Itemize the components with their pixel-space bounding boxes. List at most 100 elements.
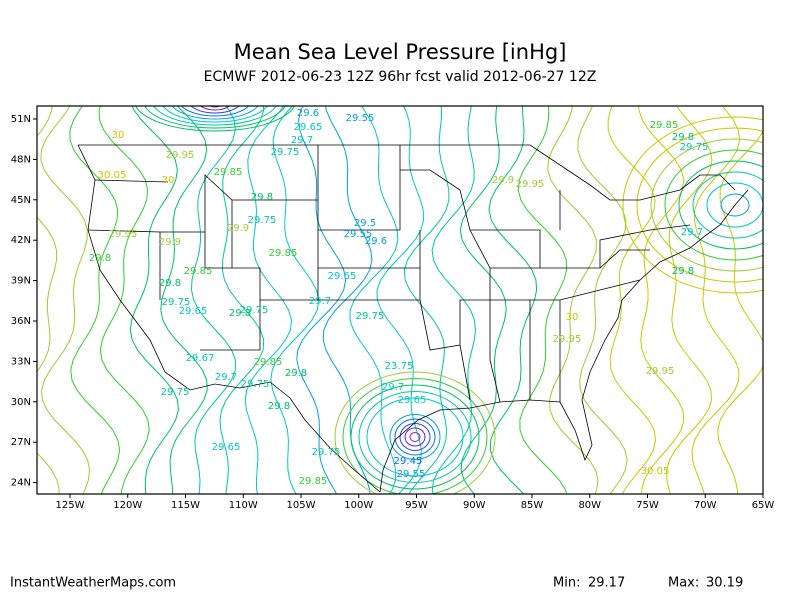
lon-label: 85W bbox=[521, 500, 544, 511]
isobar-label: 29.75 bbox=[161, 387, 190, 398]
title: Mean Sea Level Pressure [inHg] bbox=[234, 40, 567, 64]
isobar bbox=[134, 106, 296, 132]
lat-label: 48N bbox=[11, 154, 31, 165]
isobar bbox=[358, 391, 472, 483]
isobar bbox=[350, 384, 480, 490]
isobar bbox=[334, 371, 496, 494]
max-value: 30.19 bbox=[706, 576, 743, 591]
isobar-label: 29.7 bbox=[382, 382, 404, 393]
isobar bbox=[171, 106, 259, 120]
isobar-label: 29.85 bbox=[254, 357, 283, 368]
isobar bbox=[717, 130, 763, 494]
isobar bbox=[399, 423, 431, 451]
isobar-label: 29.55 bbox=[346, 113, 375, 124]
lat-label: 42N bbox=[11, 235, 31, 246]
lat-label: 45N bbox=[11, 195, 31, 206]
isobar-label: 29.9 bbox=[159, 237, 181, 248]
lat-label: 39N bbox=[11, 276, 31, 287]
isobar bbox=[69, 106, 121, 494]
lon-label: 105W bbox=[287, 500, 316, 511]
isobar bbox=[342, 378, 488, 494]
northern-border bbox=[78, 144, 736, 201]
isobar bbox=[129, 106, 179, 494]
isobar-label: 29.7 bbox=[291, 135, 313, 146]
lon-label: 90W bbox=[463, 500, 486, 511]
subtitle: ECMWF 2012-06-23 12Z 96hr fcst valid 201… bbox=[204, 69, 597, 85]
isobar-label: 29.8 bbox=[251, 192, 273, 203]
lon-label: 125W bbox=[56, 500, 85, 511]
isobar-label: 29.8 bbox=[268, 401, 290, 412]
lat-label: 24N bbox=[11, 478, 31, 489]
isobar-label: 30 bbox=[566, 312, 579, 323]
isobar-label: 29.65 bbox=[179, 306, 208, 317]
lon-label: 95W bbox=[405, 500, 428, 511]
min-label: Min: bbox=[553, 576, 580, 591]
isobar-label: 29.8 bbox=[285, 368, 307, 379]
isobar-label: 29.95 bbox=[516, 179, 545, 190]
isobar-label: 29.55 bbox=[397, 469, 426, 480]
isobar-label: 29.85 bbox=[299, 476, 328, 487]
isobar-label: 29.75 bbox=[240, 305, 269, 316]
isobar bbox=[404, 427, 426, 447]
isobar-label: 29.65 bbox=[294, 122, 323, 133]
isobar-label: 29.75 bbox=[241, 379, 270, 390]
isobar bbox=[547, 106, 599, 494]
isobar-label: 29.9 bbox=[492, 175, 514, 186]
isobar-label: 29.75 bbox=[271, 147, 300, 158]
isobar bbox=[37, 106, 60, 494]
isobar bbox=[219, 106, 265, 494]
isobar-label: 29.95 bbox=[166, 150, 195, 161]
max-label: Max: bbox=[668, 576, 699, 591]
isobar-label: 29.75 bbox=[312, 447, 341, 458]
isobar-label: 29.95 bbox=[646, 366, 675, 377]
lat-label: 36N bbox=[11, 316, 31, 327]
isobar bbox=[650, 138, 763, 272]
isobar bbox=[160, 106, 208, 494]
isobar bbox=[691, 106, 741, 494]
lat-label: 27N bbox=[11, 437, 31, 448]
isobar bbox=[636, 127, 763, 283]
isobar-label: 29.6 bbox=[365, 236, 387, 247]
lon-label: 100W bbox=[344, 500, 373, 511]
lon-label: 115W bbox=[171, 500, 200, 511]
lon-label: 120W bbox=[113, 500, 142, 511]
isobar bbox=[190, 106, 236, 494]
isobar-label: 29.65 bbox=[398, 395, 427, 406]
state-lines bbox=[87, 145, 691, 403]
isobar-label: 29.8 bbox=[159, 278, 181, 289]
lon-label: 110W bbox=[229, 500, 258, 511]
isobar-label: 29.5 bbox=[354, 218, 376, 229]
lon-label: 75W bbox=[636, 500, 659, 511]
lon-label: 65W bbox=[752, 500, 775, 511]
isobar-label: 29.95 bbox=[553, 334, 582, 345]
isobar-label: 29.8 bbox=[89, 253, 111, 264]
isobar bbox=[678, 160, 763, 250]
isobar bbox=[394, 418, 436, 456]
borders bbox=[77, 144, 749, 493]
isobar-label: 29.8 bbox=[672, 132, 694, 143]
isobar-label: 29.85 bbox=[269, 248, 298, 259]
isobar-label: 29.7 bbox=[681, 227, 703, 238]
lon-label: 80W bbox=[578, 500, 601, 511]
isobar-label: 30.05 bbox=[98, 170, 127, 181]
isobar bbox=[199, 106, 231, 111]
isobar-label: 29.85 bbox=[184, 266, 213, 277]
isobar-label: 29.8 bbox=[672, 266, 694, 277]
isobar bbox=[666, 106, 713, 494]
lat-label: 51N bbox=[11, 114, 31, 125]
isobar-label: 29.67 bbox=[186, 353, 215, 364]
isobar bbox=[40, 106, 91, 494]
isobar-label: 29.55 bbox=[344, 229, 373, 240]
isobar bbox=[162, 106, 268, 123]
isobar-label: 29.7 bbox=[215, 372, 237, 383]
isobar-label: 29.7 bbox=[309, 296, 331, 307]
isobar bbox=[638, 106, 685, 494]
isobar bbox=[98, 106, 150, 494]
isobar bbox=[180, 106, 250, 117]
isobar-label: 29.65 bbox=[328, 271, 357, 282]
isobar-label: 29.85 bbox=[214, 167, 243, 178]
isobar bbox=[622, 116, 763, 294]
